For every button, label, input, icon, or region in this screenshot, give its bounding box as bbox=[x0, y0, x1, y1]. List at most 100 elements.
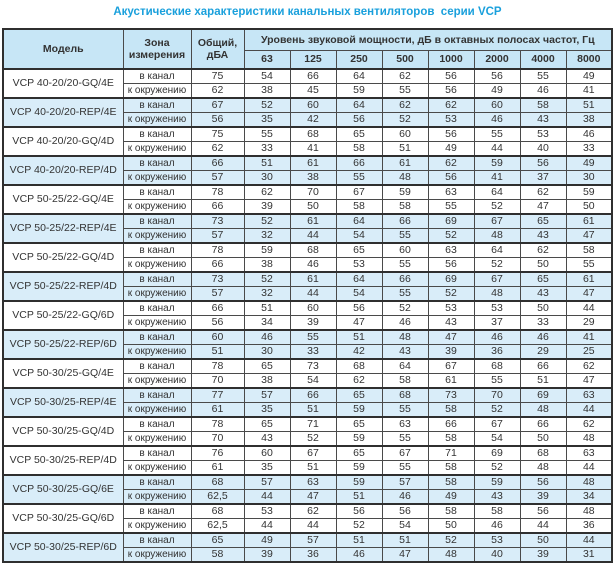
band-level-cell: 65 bbox=[335, 126, 383, 142]
table-row: VCP 50-30/25-REP/4E в канал 77 57 66 65 68 73 70… bbox=[2, 387, 613, 418]
model-name-cell: VCP 40-20/20-GQ/4D bbox=[2, 126, 124, 157]
band-level-cell: 48 bbox=[381, 170, 429, 186]
band-level-cell: 47 bbox=[565, 373, 613, 389]
band-level-cell: 57 bbox=[381, 474, 429, 490]
zone-cell: к окружению bbox=[122, 460, 192, 476]
model-block: VCP 50-25/22-GQ/4D в канал 78 59 68 65 60 63 64 6… bbox=[2, 242, 613, 273]
band-level-cell: 59 bbox=[335, 402, 383, 418]
band-level-cell: 65 bbox=[243, 416, 291, 432]
band-level-cell: 52 bbox=[243, 97, 291, 113]
col-header-zone: Зона измерения bbox=[122, 28, 192, 70]
band-level-cell: 47 bbox=[335, 315, 383, 331]
zone-cell: в канал bbox=[122, 503, 192, 519]
total-dba-cell: 73 bbox=[190, 213, 245, 229]
band-level-cell: 50 bbox=[289, 199, 337, 215]
total-dba-cell: 78 bbox=[190, 358, 245, 374]
band-level-cell: 49 bbox=[565, 68, 613, 84]
band-level-cell: 61 bbox=[289, 213, 337, 229]
band-level-cell: 54 bbox=[243, 68, 291, 84]
band-level-cell: 46 bbox=[519, 83, 567, 99]
total-dba-cell: 57 bbox=[190, 286, 245, 302]
band-level-cell: 71 bbox=[427, 445, 475, 461]
band-level-cell: 54 bbox=[473, 431, 521, 447]
total-dba-cell: 66 bbox=[190, 257, 245, 273]
band-level-cell: 38 bbox=[243, 83, 291, 99]
total-dba-cell: 57 bbox=[190, 228, 245, 244]
band-level-cell: 43 bbox=[519, 228, 567, 244]
band-level-cell: 55 bbox=[243, 126, 291, 142]
band-level-cell: 44 bbox=[289, 228, 337, 244]
band-level-cell: 63 bbox=[427, 184, 475, 200]
band-level-cell: 35 bbox=[243, 112, 291, 128]
band-level-cell: 51 bbox=[519, 373, 567, 389]
band-level-cell: 65 bbox=[519, 271, 567, 287]
model-block: VCP 50-25/22-REP/4E в канал 73 52 61 64 66 69 67… bbox=[2, 213, 613, 244]
table-row: VCP 50-25/22-REP/4E в канал 73 52 61 64 66 69 67… bbox=[2, 213, 613, 244]
band-level-cell: 31 bbox=[565, 547, 613, 563]
band-level-cell: 55 bbox=[335, 170, 383, 186]
total-dba-cell: 75 bbox=[190, 126, 245, 142]
band-level-cell: 65 bbox=[335, 242, 383, 258]
table-row: VCP 50-25/22-REP/4D в канал 73 52 61 64 66 69 67… bbox=[2, 271, 613, 302]
band-level-cell: 52 bbox=[381, 300, 429, 316]
band-level-cell: 67 bbox=[473, 271, 521, 287]
table-row: VCP 50-30/25-GQ/6D в канал 68 53 62 56 56 58 58 5… bbox=[2, 503, 613, 534]
band-level-cell: 55 bbox=[381, 286, 429, 302]
band-level-cell: 48 bbox=[565, 431, 613, 447]
table-row: VCP 50-25/22-REP/6D в канал 60 46 55 51 48 47 46… bbox=[2, 329, 613, 360]
band-level-cell: 52 bbox=[427, 532, 475, 548]
band-level-cell: 50 bbox=[519, 532, 567, 548]
band-level-cell: 55 bbox=[381, 431, 429, 447]
band-level-cell: 55 bbox=[381, 83, 429, 99]
band-level-cell: 53 bbox=[243, 503, 291, 519]
band-level-cell: 55 bbox=[473, 126, 521, 142]
model-block: VCP 40-20/20-REP/4E в канал 67 52 60 64 62 62 60… bbox=[2, 97, 613, 128]
table-row: VCP 50-30/25-GQ/4E в канал 78 65 73 68 64 67 68 6… bbox=[2, 358, 613, 389]
table-row: к окружению 70 43 52 59 55 58 54 50 48 bbox=[3, 431, 613, 447]
band-level-cell: 44 bbox=[243, 489, 291, 505]
band-level-cell: 40 bbox=[519, 141, 567, 157]
band-level-cell: 51 bbox=[335, 532, 383, 548]
table-row: VCP 40-20/20-GQ/4E в канал 75 54 66 64 62 56 56 5… bbox=[2, 68, 613, 99]
band-level-cell: 68 bbox=[473, 358, 521, 374]
model-name-cell: VCP 50-30/25-GQ/4E bbox=[2, 358, 124, 389]
band-level-cell: 36 bbox=[289, 547, 337, 563]
table-row: к окружению 61 35 51 59 55 58 52 48 44 bbox=[3, 402, 613, 418]
table-row: к окружению 62,5 44 47 51 46 49 43 39 34 bbox=[3, 489, 613, 505]
band-level-cell: 66 bbox=[519, 416, 567, 432]
band-level-cell: 61 bbox=[289, 155, 337, 171]
zone-cell: в канал bbox=[122, 213, 192, 229]
model-name-cell: VCP 50-25/22-REP/4D bbox=[2, 271, 124, 302]
table-row: VCP 50-30/25-GQ/6E в канал 68 57 63 59 57 58 59 5… bbox=[2, 474, 613, 505]
band-level-cell: 52 bbox=[473, 402, 521, 418]
band-level-cell: 56 bbox=[335, 503, 383, 519]
total-dba-cell: 56 bbox=[190, 315, 245, 331]
zone-cell: в канал bbox=[122, 68, 192, 84]
band-level-cell: 51 bbox=[289, 460, 337, 476]
band-level-cell: 43 bbox=[519, 112, 567, 128]
band-level-cell: 66 bbox=[335, 155, 383, 171]
model-block: VCP 50-30/25-GQ/6E в канал 68 57 63 59 57 58 59 5… bbox=[2, 474, 613, 505]
band-level-cell: 37 bbox=[473, 315, 521, 331]
band-level-cell: 73 bbox=[289, 358, 337, 374]
band-level-cell: 65 bbox=[335, 445, 383, 461]
band-level-cell: 30 bbox=[243, 170, 291, 186]
band-level-cell: 46 bbox=[473, 329, 521, 345]
band-level-cell: 68 bbox=[289, 126, 337, 142]
total-dba-cell: 61 bbox=[190, 460, 245, 476]
total-dba-cell: 66 bbox=[190, 155, 245, 171]
col-header-freq-125: 125 bbox=[289, 49, 337, 70]
band-level-cell: 51 bbox=[289, 402, 337, 418]
table-row: VCP 40-20/20-GQ/4D в канал 75 55 68 65 60 56 55 5… bbox=[2, 126, 613, 157]
zone-cell: в канал bbox=[122, 445, 192, 461]
total-dba-cell: 57 bbox=[190, 170, 245, 186]
band-level-cell: 44 bbox=[565, 460, 613, 476]
band-level-cell: 58 bbox=[473, 503, 521, 519]
band-level-cell: 50 bbox=[519, 431, 567, 447]
table-row: VCP 50-30/25-GQ/4D в канал 78 65 71 65 63 66 67 6… bbox=[2, 416, 613, 447]
zone-cell: в канал bbox=[122, 387, 192, 403]
band-level-cell: 44 bbox=[519, 518, 567, 534]
table-row: к окружению 58 39 36 46 47 48 40 39 31 bbox=[3, 547, 613, 563]
band-level-cell: 55 bbox=[381, 257, 429, 273]
